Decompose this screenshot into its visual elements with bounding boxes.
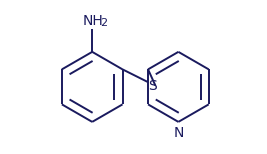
Text: N: N bbox=[173, 126, 184, 140]
Text: NH: NH bbox=[83, 14, 104, 28]
Text: 2: 2 bbox=[100, 18, 107, 28]
Text: S: S bbox=[148, 79, 156, 93]
